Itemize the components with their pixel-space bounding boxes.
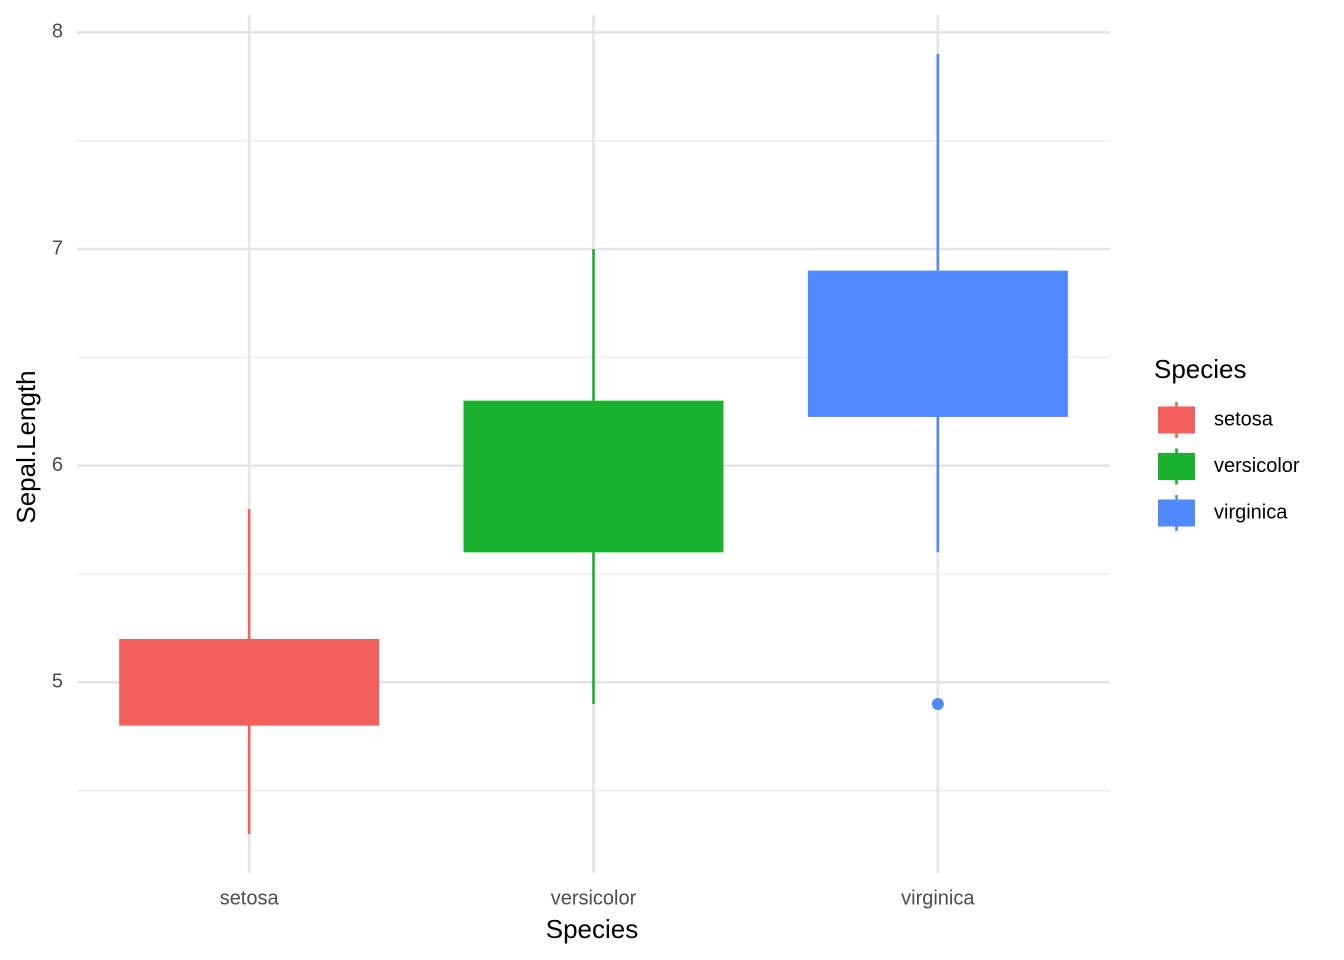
y-tick-label: 5 xyxy=(52,671,63,693)
legend-label: versicolor xyxy=(1214,455,1300,477)
legend-key xyxy=(1158,406,1195,434)
box xyxy=(807,270,1068,417)
legend-label: setosa xyxy=(1214,408,1274,430)
y-tick-label: 8 xyxy=(52,21,63,43)
legend-title: Species xyxy=(1154,354,1247,384)
legend-key xyxy=(1158,453,1195,480)
box xyxy=(463,400,724,553)
x-axis-title: Species xyxy=(546,914,639,944)
legend-key xyxy=(1158,499,1195,527)
x-tick-label: setosa xyxy=(220,887,280,909)
x-tick-label: versicolor xyxy=(551,887,637,909)
y-tick-label: 7 xyxy=(52,237,63,259)
y-tick-label: 6 xyxy=(52,454,63,476)
legend-label: virginica xyxy=(1214,501,1288,523)
box xyxy=(119,639,380,726)
y-axis-title: Sepal.Length xyxy=(11,370,41,523)
x-tick-label: virginica xyxy=(901,887,975,909)
outlier xyxy=(931,698,944,710)
